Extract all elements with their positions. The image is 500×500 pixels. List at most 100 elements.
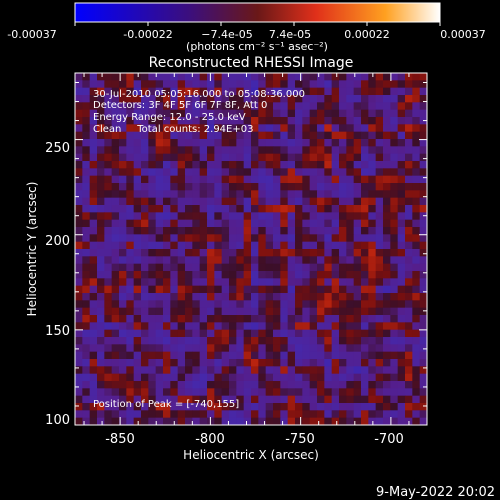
heatmap-cell <box>273 95 281 103</box>
heatmap-cell <box>229 87 237 96</box>
heatmap-cell <box>375 381 384 389</box>
heatmap-cell <box>148 197 157 206</box>
heatmap-cell <box>177 190 186 199</box>
heatmap-cell <box>214 359 223 367</box>
heatmap-cell <box>82 359 91 367</box>
heatmap-cell <box>214 329 223 338</box>
heatmap-cell <box>302 168 311 177</box>
heatmap-cell <box>89 219 98 228</box>
heatmap-cell <box>258 293 267 301</box>
heatmap-cell <box>207 285 215 294</box>
heatmap-cell <box>383 146 391 155</box>
heatmap-cell <box>390 124 399 133</box>
heatmap-cell <box>339 102 347 111</box>
heatmap-cell <box>251 205 259 213</box>
heatmap-cell <box>339 168 347 177</box>
heatmap-cell <box>375 271 384 279</box>
heatmap-cell <box>361 329 369 338</box>
heatmap-cell <box>375 344 384 353</box>
heatmap-cell <box>97 117 105 125</box>
heatmap-cell <box>346 337 355 345</box>
heatmap-cell <box>309 234 318 243</box>
heatmap-cell <box>361 161 369 169</box>
heatmap-cell <box>199 131 208 140</box>
heatmap-cell <box>148 234 157 243</box>
heatmap-cell <box>141 344 149 353</box>
heatmap-cell <box>104 256 113 265</box>
heatmap-cell <box>317 227 325 235</box>
heatmap-cell <box>280 109 289 118</box>
heatmap-cell <box>273 109 281 118</box>
heatmap-cell <box>214 117 223 125</box>
heatmap-cell <box>419 410 427 419</box>
heatmap-cell <box>97 234 105 243</box>
heatmap-cell <box>375 146 384 155</box>
heatmap-cell <box>111 234 120 243</box>
heatmap-cell <box>236 146 245 155</box>
heatmap-cell <box>309 373 318 382</box>
heatmap-cell <box>419 373 427 382</box>
heatmap-cell <box>185 124 193 133</box>
heatmap-cell <box>397 278 406 287</box>
heatmap-cell <box>309 197 318 206</box>
heatmap-cell <box>207 124 215 133</box>
heatmap-cell <box>339 73 347 81</box>
heatmap-cell <box>339 329 347 338</box>
heatmap-cell <box>141 337 149 345</box>
heatmap-cell <box>339 146 347 155</box>
heatmap-cell <box>141 102 149 111</box>
heatmap-cell <box>287 271 296 279</box>
heatmap-cell <box>236 161 245 169</box>
heatmap-cell <box>97 205 105 213</box>
heatmap-cell <box>405 102 413 111</box>
heatmap-cell <box>302 80 311 89</box>
heatmap-cell <box>287 161 296 169</box>
heatmap-cell <box>177 410 186 419</box>
heatmap-cell <box>126 139 135 147</box>
heatmap-cell <box>412 153 421 162</box>
heatmap-cell <box>111 381 120 389</box>
heatmap-cell <box>192 146 201 155</box>
heatmap-cell <box>280 227 289 235</box>
heatmap-cell <box>251 366 259 375</box>
heatmap-cell <box>353 278 362 287</box>
heatmap-cell <box>258 263 267 272</box>
heatmap-cell <box>207 278 215 287</box>
heatmap-cell <box>258 307 267 316</box>
heatmap-cell <box>163 293 171 301</box>
heatmap-cell <box>280 124 289 133</box>
heatmap-cell <box>368 278 377 287</box>
heatmap-cell <box>383 95 391 103</box>
heatmap-cell <box>353 183 362 191</box>
heatmap-cell <box>324 87 333 96</box>
heatmap-cell <box>258 300 267 309</box>
heatmap-cell <box>126 197 135 206</box>
heatmap-cell <box>148 109 157 118</box>
heatmap-cell <box>243 168 252 177</box>
heatmap-cell <box>390 87 399 96</box>
heatmap-cell <box>155 322 164 331</box>
heatmap-cell <box>331 373 340 382</box>
heatmap-cell <box>229 234 237 243</box>
heatmap-cell <box>199 109 208 118</box>
heatmap-cell <box>214 73 223 81</box>
heatmap-cell <box>119 322 127 331</box>
heatmap-cell <box>170 139 179 147</box>
heatmap-cell <box>133 197 142 206</box>
heatmap-cell <box>133 219 142 228</box>
heatmap-cell <box>383 381 391 389</box>
heatmap-cell <box>419 263 427 272</box>
heatmap-cell <box>309 351 318 360</box>
heatmap-cell <box>192 109 201 118</box>
heatmap-cell <box>339 124 347 133</box>
heatmap-cell <box>229 197 237 206</box>
heatmap-cell <box>390 80 399 89</box>
heatmap-cell <box>317 212 325 221</box>
heatmap-cell <box>295 102 303 111</box>
heatmap-cell <box>155 293 164 301</box>
heatmap-cell <box>119 168 127 177</box>
heatmap-cell <box>419 278 427 287</box>
heatmap-cell <box>236 278 245 287</box>
heatmap-cell <box>368 271 377 279</box>
heatmap-cell <box>361 153 369 162</box>
